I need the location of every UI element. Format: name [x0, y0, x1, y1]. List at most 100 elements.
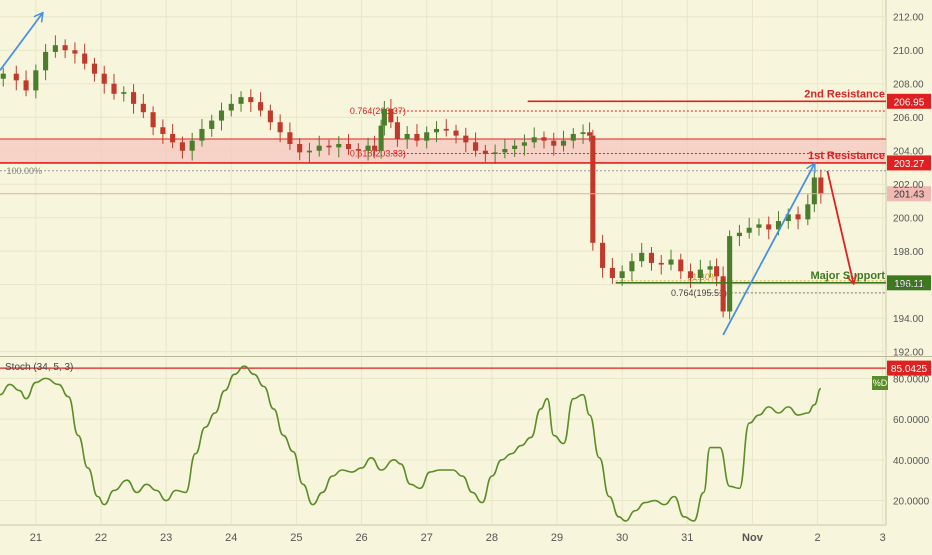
candle-body: [658, 262, 664, 265]
candle-body: [541, 137, 547, 141]
candle-body: [170, 133, 176, 143]
candle-body: [121, 92, 127, 94]
candle-body: [492, 152, 498, 155]
candle-body: [580, 132, 586, 134]
level-price-text: 203.27: [894, 159, 925, 170]
candle-body: [590, 135, 596, 243]
levels: 2nd Resistance 206.95 1st Resistance 203.27…: [0, 88, 931, 291]
candle-body: [209, 120, 215, 129]
stoch-line: [0, 365, 822, 522]
candle-body: [248, 97, 254, 103]
candle-body: [463, 135, 469, 143]
candle-body: [287, 132, 293, 145]
price-tick-label: 202.00: [893, 180, 924, 191]
candle-body: [345, 144, 352, 150]
candle-body: [130, 92, 137, 104]
level-price-tag[interactable]: [887, 275, 931, 291]
candle-body: [150, 112, 156, 128]
candle-body: [756, 224, 762, 228]
resistance-zone-fill: [0, 138, 886, 163]
candle-body: [297, 144, 303, 153]
candle-body: [372, 145, 378, 151]
price-tick-label: 204.00: [893, 147, 924, 158]
candle-body: [33, 70, 39, 91]
candle-body: [746, 227, 752, 233]
candle-body: [473, 142, 479, 151]
time-tick-label: 23: [160, 532, 172, 544]
stoch-title: Stoch (34, 5, 3): [5, 362, 73, 373]
trend-arrow-up: [0, 13, 42, 71]
candle-body: [707, 266, 713, 270]
candle-body: [424, 132, 430, 141]
candle-body: [388, 108, 394, 123]
candle-body: [587, 132, 593, 136]
candle-body: [775, 221, 782, 230]
stoch-legend-label: %D: [873, 378, 888, 388]
time-tick-label: 26: [355, 532, 367, 544]
time-axis[interactable]: [0, 525, 886, 550]
candle-body: [785, 214, 791, 222]
target-arrow-down: [826, 170, 853, 283]
level-price-tag[interactable]: [887, 155, 931, 171]
candle-body: [316, 145, 322, 151]
candle-body: [609, 267, 615, 278]
candle-body: [714, 266, 720, 277]
candle-body: [199, 128, 205, 141]
candle-body: [727, 236, 733, 312]
candle-body: [0, 73, 6, 79]
candle-body: [619, 271, 625, 278]
candle-body: [218, 110, 225, 121]
candle-body: [512, 145, 518, 150]
candle-body: [43, 51, 49, 71]
candle-body: [258, 102, 264, 111]
price-tick-label: 194.00: [893, 314, 924, 325]
time-tick-label: 21: [30, 532, 42, 544]
time-tick-label: 22: [95, 532, 107, 544]
candle-body: [378, 125, 384, 151]
price-tick-label: 196.00: [893, 281, 924, 292]
arrows: [0, 13, 853, 336]
axis-labels: 212.00 210.00 208.00 206.00 204.00 202.00 200.…: [30, 13, 930, 544]
candle-body: [648, 252, 655, 263]
candle-body: [365, 145, 371, 151]
last-price-tag: [887, 186, 931, 202]
candle-body: [13, 73, 19, 81]
fib-label: 0.764(206.37): [350, 106, 406, 116]
time-tick-label: 31: [681, 532, 693, 544]
price-axis[interactable]: [886, 0, 932, 525]
candle-body: [570, 133, 576, 141]
level-label: 1st Resistance: [808, 150, 885, 162]
candle-body: [277, 122, 283, 133]
stoch-tick-label: 60.0000: [893, 415, 930, 426]
candle-body: [560, 140, 567, 146]
time-tick-label: 29: [551, 532, 563, 544]
candle-body: [306, 150, 313, 153]
time-tick-label: 25: [290, 532, 302, 544]
candle-body: [52, 45, 58, 52]
candle-body: [394, 122, 400, 139]
candle-body: [82, 53, 88, 64]
price-tick-label: 208.00: [893, 80, 924, 91]
candle-body: [453, 130, 459, 136]
candle-body: [521, 142, 527, 146]
time-tick-label: 24: [225, 532, 237, 544]
price-tick-label: 200.00: [893, 214, 924, 225]
candle-body: [443, 128, 449, 131]
price-tick-label: 210.00: [893, 46, 924, 57]
candle-body: [228, 103, 234, 111]
candle-body: [111, 83, 117, 94]
candle-body: [736, 232, 742, 237]
candle-body: [238, 97, 244, 104]
price-tick-label: 212.00: [893, 13, 924, 24]
time-tick-label: 30: [616, 532, 628, 544]
candle-body: [140, 103, 146, 113]
candle-body: [629, 261, 635, 272]
level-price-tag[interactable]: [887, 93, 931, 109]
candle-body: [326, 145, 332, 148]
candle-body: [101, 73, 107, 84]
level-label: Major Support: [810, 270, 885, 282]
price-tick-label: 206.00: [893, 113, 924, 124]
price-tick-label: 192.00: [893, 348, 924, 359]
